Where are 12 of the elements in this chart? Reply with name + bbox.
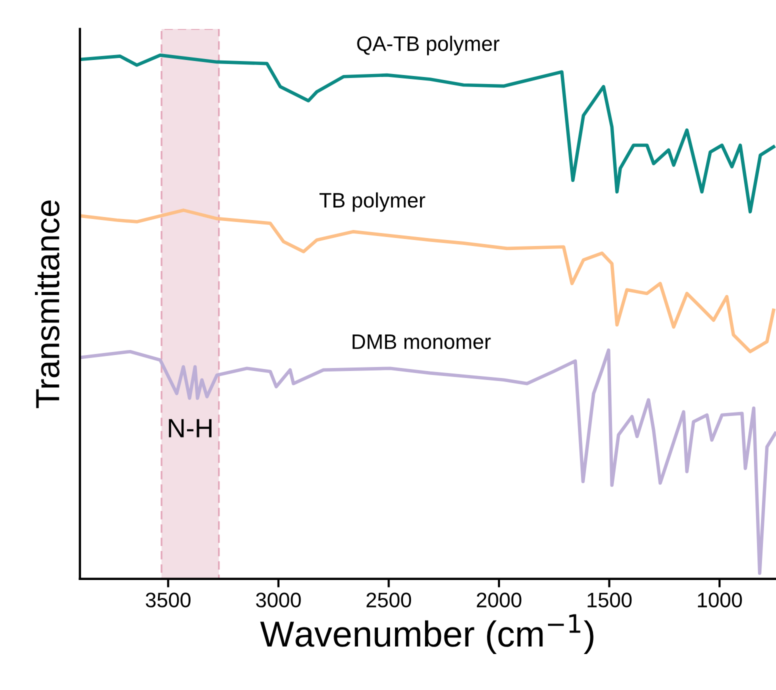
series-label: DMB monomer bbox=[352, 334, 491, 350]
x-tick-label: 3000 bbox=[256, 592, 301, 608]
band-label: N-H bbox=[168, 419, 212, 438]
series-label: QA-TB polymer bbox=[357, 36, 500, 56]
x-tick-label: 1000 bbox=[698, 592, 742, 608]
x-axis-title: Wavenumber (cm$^{−1}$) bbox=[260, 614, 594, 654]
x-tick-label: 2500 bbox=[366, 592, 412, 608]
series-label: TB polymer bbox=[319, 192, 426, 212]
x-tick-label: 3500 bbox=[146, 592, 191, 608]
y-axis-title: Transmittance bbox=[34, 200, 60, 408]
x-tick-label: 2000 bbox=[476, 592, 522, 608]
x-tick-label: 1500 bbox=[588, 592, 632, 608]
